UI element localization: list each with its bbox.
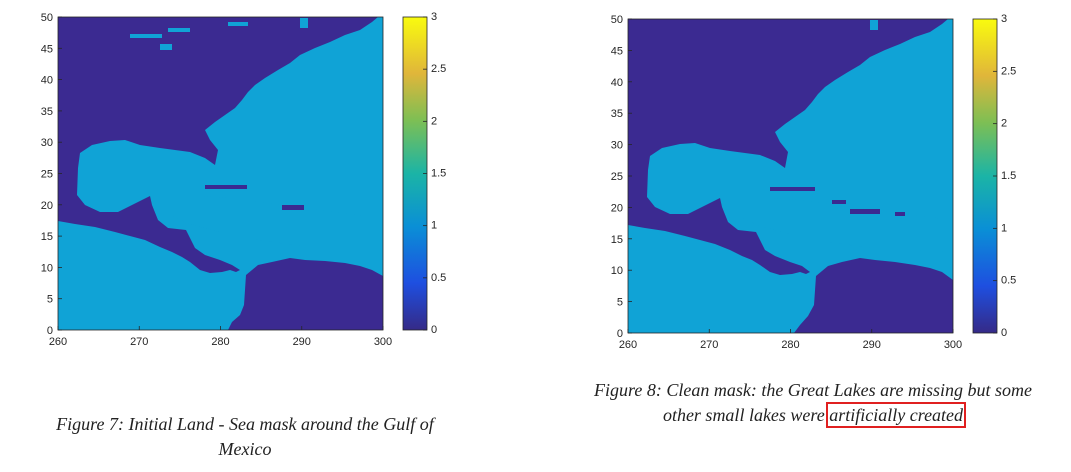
y-tick-label: 40 (611, 77, 623, 89)
y-tick-label: 10 (41, 262, 53, 274)
x-tick-label: 260 (49, 336, 67, 348)
caption-text: other small lakes were (662, 405, 830, 425)
hudson-bay-piece (300, 18, 308, 28)
x-tick-label: 300 (944, 339, 962, 351)
small-lake-b (895, 212, 905, 216)
cuba-island (205, 185, 247, 189)
great-lakes-a (130, 34, 162, 38)
caribbean-extension (170, 196, 383, 250)
colorbar-tick-label: 2.5 (1001, 65, 1016, 77)
colorbar-tick-label: 0.5 (1001, 275, 1016, 287)
figure-7-caption: Figure 7: Initial Land - Sea mask around… (20, 412, 470, 462)
colorbar-tick-label: 2 (1001, 118, 1007, 130)
colorbar-tick-label: 1.5 (1001, 170, 1016, 182)
x-tick-label: 280 (211, 336, 229, 348)
x-tick-label: 290 (863, 339, 881, 351)
y-tick-label: 45 (41, 43, 53, 55)
x-tick-label: 270 (700, 339, 718, 351)
x-tick-label: 300 (374, 336, 392, 348)
colorbar-tick-label: 0 (1001, 327, 1007, 339)
hispaniola-island (850, 209, 880, 214)
great-lakes-d (228, 22, 248, 26)
small-lake-a (832, 200, 846, 204)
colorbar-tick-label: 2 (431, 115, 437, 127)
y-tick-label: 20 (611, 202, 623, 214)
figure-8-caption: Figure 8: Clean mask: the Great Lakes ar… (555, 378, 1071, 428)
axis-ticks: 260 270 280 290 300 0 5 10 15 20 25 30 35 40 45 50 (611, 14, 962, 351)
colorbar-tick-label: 3 (431, 11, 437, 23)
y-tick-label: 5 (617, 297, 623, 309)
colorbar-tick-label: 1.5 (431, 168, 446, 180)
y-tick-label: 10 (611, 265, 623, 277)
y-tick-label: 50 (41, 12, 53, 24)
x-tick-label: 260 (619, 339, 637, 351)
y-tick-label: 15 (41, 231, 53, 243)
great-lakes-b (168, 28, 190, 32)
y-tick-label: 35 (41, 106, 53, 118)
great-lakes-c (160, 44, 172, 50)
colorbar-tick-label: 0 (431, 324, 437, 336)
gulf-and-atlantic-sea (58, 17, 383, 330)
x-tick-label: 270 (130, 336, 148, 348)
figure-8-heatmap: 260 270 280 290 300 0 5 10 15 20 25 30 35 40 45 50 0 0.5… (611, 13, 1017, 351)
y-tick-label: 45 (611, 45, 623, 57)
highlighted-text: artificially created (826, 402, 967, 428)
plot-area (627, 18, 954, 334)
x-tick-label: 290 (293, 336, 311, 348)
caption-line: Figure 8: Clean mask: the Great Lakes ar… (594, 380, 1032, 400)
gulf-and-atlantic-sea (628, 19, 953, 333)
y-tick-label: 15 (611, 234, 623, 246)
y-tick-label: 30 (611, 140, 623, 152)
plot-area (57, 16, 384, 331)
y-tick-label: 35 (611, 108, 623, 120)
y-tick-label: 5 (47, 294, 53, 306)
y-tick-label: 20 (41, 200, 53, 212)
colorbar: 0 0.5 1 1.5 2 2.5 3 (402, 11, 446, 336)
y-tick-label: 40 (41, 75, 53, 87)
y-tick-label: 30 (41, 137, 53, 149)
colorbar-tick-label: 1 (1001, 222, 1007, 234)
colorbar: 0 0.5 1 1.5 2 2.5 3 (972, 13, 1016, 339)
colorbar-tick-label: 1 (431, 220, 437, 232)
figure-7-heatmap: 260 270 280 290 300 0 5 10 15 20 25 30 35 40 45 50 0 0.5… (41, 11, 447, 348)
caption-line: other small lakes were artificially crea… (555, 402, 1071, 428)
colorbar-tick-label: 2.5 (431, 63, 446, 75)
hispaniola-island (282, 205, 304, 210)
caribbean-extension (740, 198, 953, 252)
hudson-bay-piece (870, 20, 878, 30)
colorbar-tick-label: 0.5 (431, 272, 446, 284)
colorbar-tick-label: 3 (1001, 13, 1007, 25)
x-tick-label: 280 (781, 339, 799, 351)
caption-line: Figure 7: Initial Land - Sea mask around… (56, 414, 434, 434)
y-tick-label: 25 (611, 171, 623, 183)
cuba-island (770, 187, 815, 191)
y-tick-label: 50 (611, 14, 623, 26)
y-tick-label: 0 (617, 328, 623, 340)
caption-line: Mexico (218, 439, 272, 459)
axis-ticks: 260 270 280 290 300 0 5 10 15 20 25 30 35 40 45 50 (41, 12, 392, 348)
y-tick-label: 25 (41, 169, 53, 181)
y-tick-label: 0 (47, 325, 53, 337)
